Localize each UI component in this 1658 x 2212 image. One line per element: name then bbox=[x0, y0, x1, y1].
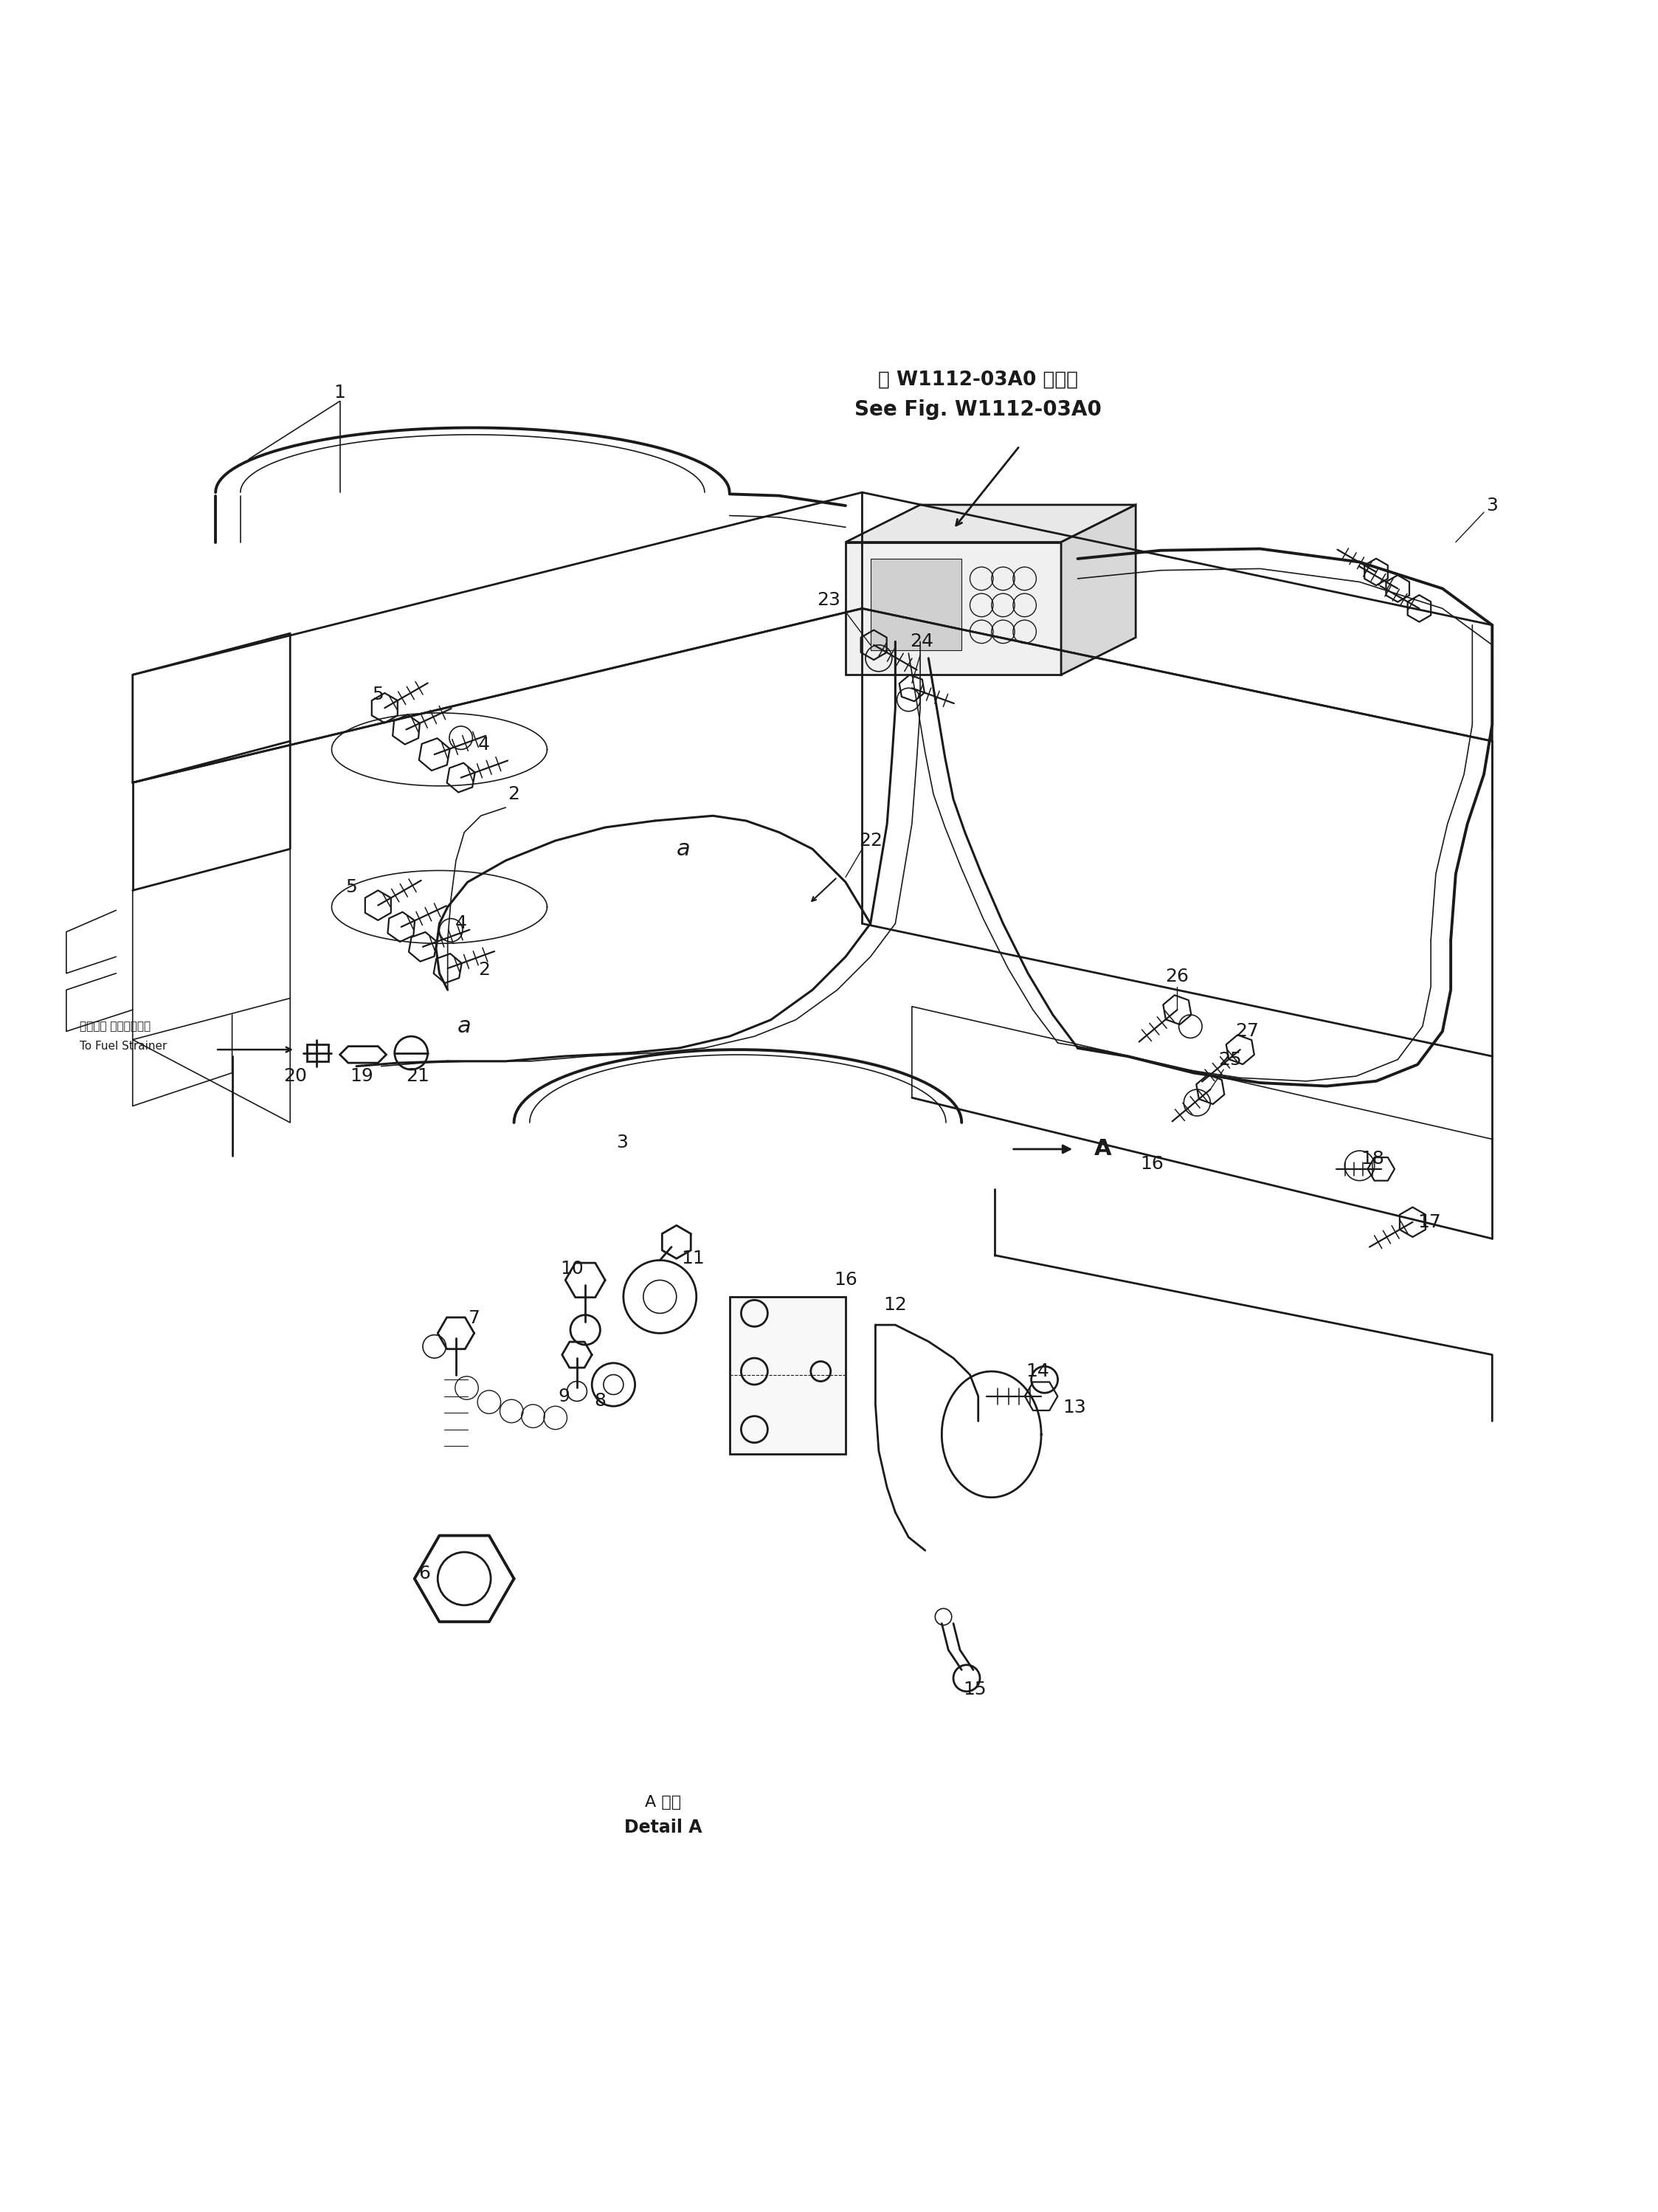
Text: 1: 1 bbox=[333, 385, 347, 403]
Text: 9: 9 bbox=[557, 1387, 570, 1405]
Text: 17: 17 bbox=[1418, 1212, 1441, 1230]
Text: 7: 7 bbox=[468, 1310, 481, 1327]
Text: 14: 14 bbox=[1026, 1363, 1050, 1380]
Text: 16: 16 bbox=[834, 1272, 857, 1290]
Text: 24: 24 bbox=[910, 633, 933, 650]
Text: Detail A: Detail A bbox=[625, 1818, 701, 1836]
Text: A: A bbox=[1094, 1139, 1111, 1159]
Text: 22: 22 bbox=[859, 832, 882, 849]
Text: 4: 4 bbox=[478, 737, 491, 754]
Text: 20: 20 bbox=[284, 1068, 307, 1086]
Text: 10: 10 bbox=[560, 1259, 584, 1276]
Text: See Fig. W1112-03A0: See Fig. W1112-03A0 bbox=[854, 398, 1103, 420]
Text: 26: 26 bbox=[1166, 969, 1189, 987]
Text: 27: 27 bbox=[1235, 1022, 1258, 1040]
Text: A 詳細: A 詳細 bbox=[645, 1796, 681, 1809]
Text: 8: 8 bbox=[594, 1391, 607, 1409]
Polygon shape bbox=[846, 542, 1061, 675]
Text: 18: 18 bbox=[1361, 1150, 1384, 1168]
Text: 11: 11 bbox=[681, 1250, 705, 1267]
Text: 5: 5 bbox=[345, 878, 358, 896]
Text: To Fuel Strainer: To Fuel Strainer bbox=[80, 1042, 167, 1053]
Polygon shape bbox=[307, 1044, 328, 1062]
Text: 6: 6 bbox=[418, 1564, 431, 1582]
Text: a: a bbox=[676, 838, 690, 860]
Polygon shape bbox=[870, 560, 962, 650]
Text: 19: 19 bbox=[350, 1068, 373, 1086]
Text: 5: 5 bbox=[371, 686, 385, 703]
Text: 2: 2 bbox=[478, 962, 491, 980]
Text: 23: 23 bbox=[817, 591, 841, 608]
Text: 21: 21 bbox=[406, 1068, 429, 1086]
Polygon shape bbox=[730, 1296, 846, 1453]
Text: 13: 13 bbox=[1063, 1398, 1086, 1416]
Text: 16: 16 bbox=[1141, 1155, 1164, 1172]
Text: 15: 15 bbox=[963, 1681, 987, 1699]
Text: 3: 3 bbox=[1486, 498, 1499, 515]
Text: 3: 3 bbox=[615, 1133, 628, 1150]
Text: 第 W1112-03A0 図参照: 第 W1112-03A0 図参照 bbox=[879, 369, 1078, 389]
Polygon shape bbox=[340, 1046, 386, 1064]
Text: 12: 12 bbox=[884, 1296, 907, 1314]
Text: a: a bbox=[458, 1015, 471, 1037]
Text: 2: 2 bbox=[507, 785, 521, 803]
Text: 25: 25 bbox=[1219, 1051, 1242, 1068]
Text: フェエル ストレーナへ: フェエル ストレーナへ bbox=[80, 1022, 151, 1033]
Polygon shape bbox=[1061, 504, 1136, 675]
Text: 4: 4 bbox=[454, 916, 468, 933]
Polygon shape bbox=[846, 504, 1136, 542]
